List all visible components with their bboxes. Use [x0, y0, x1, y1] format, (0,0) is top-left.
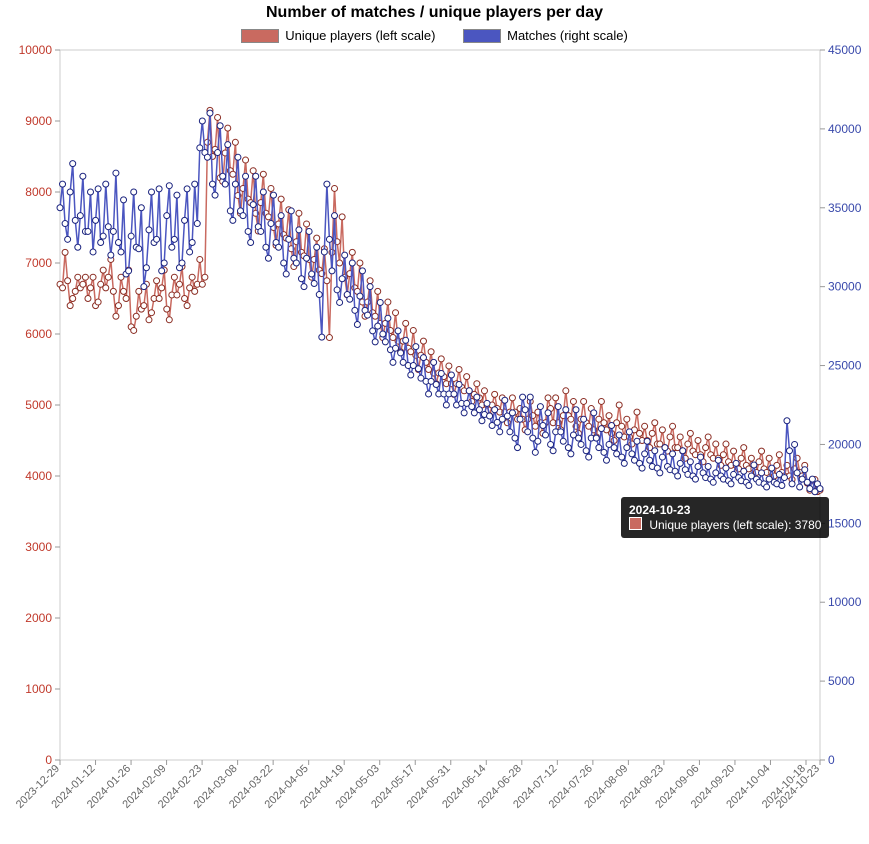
svg-text:1000: 1000 — [25, 682, 52, 696]
svg-text:10000: 10000 — [19, 43, 53, 57]
svg-text:0: 0 — [828, 753, 835, 767]
svg-text:40000: 40000 — [828, 122, 862, 136]
svg-text:3000: 3000 — [25, 540, 52, 554]
svg-text:5000: 5000 — [828, 674, 855, 688]
svg-text:30000: 30000 — [828, 280, 862, 294]
svg-text:45000: 45000 — [828, 43, 862, 57]
svg-text:25000: 25000 — [828, 359, 862, 373]
svg-text:9000: 9000 — [25, 114, 52, 128]
svg-text:35000: 35000 — [828, 201, 862, 215]
svg-text:4000: 4000 — [25, 469, 52, 483]
chart-plot[interactable]: 0 1000 2000 3000 4000 5000 6000 7000 8000 9000 100… — [0, 0, 869, 844]
svg-text:7000: 7000 — [25, 256, 52, 270]
svg-text:8000: 8000 — [25, 185, 52, 199]
svg-text:6000: 6000 — [25, 327, 52, 341]
svg-text:10000: 10000 — [828, 595, 862, 609]
svg-text:15000: 15000 — [828, 516, 862, 530]
svg-text:2000: 2000 — [25, 611, 52, 625]
svg-text:5000: 5000 — [25, 398, 52, 412]
svg-text:20000: 20000 — [828, 437, 862, 451]
chart-container: Number of matches / unique players per d… — [0, 0, 869, 844]
